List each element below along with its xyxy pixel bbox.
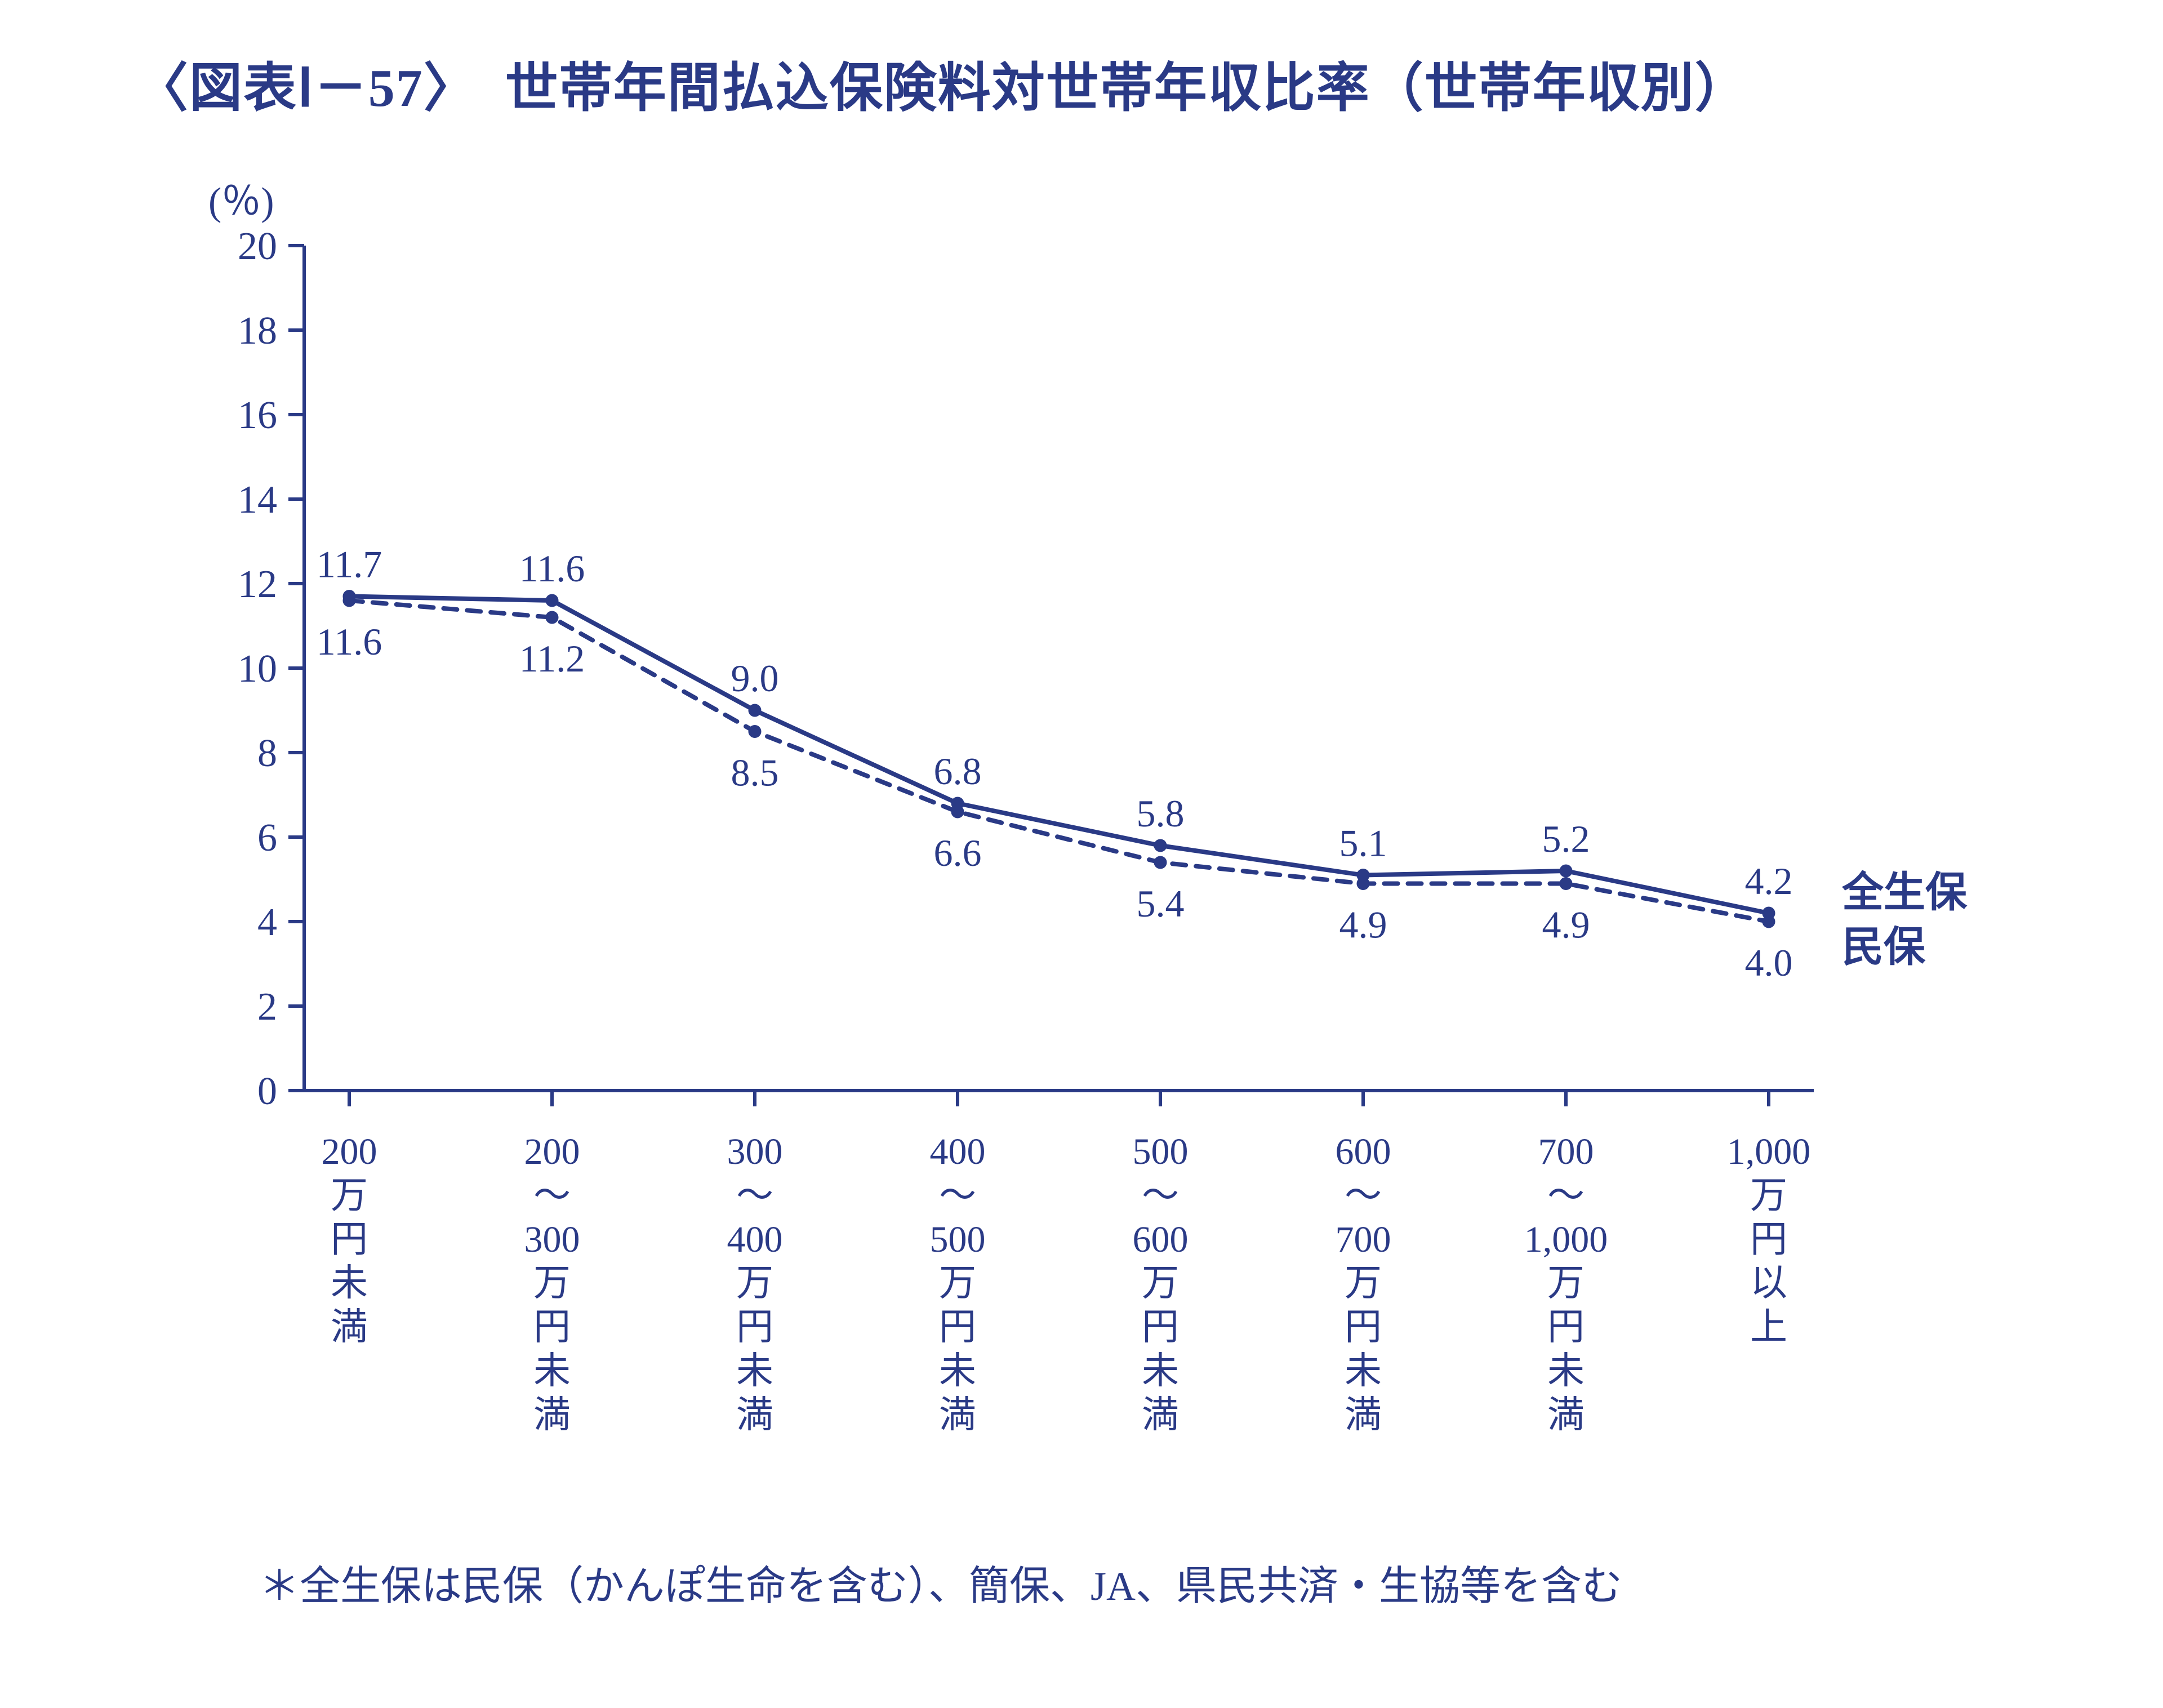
series-marker — [546, 611, 558, 624]
series-marker — [1560, 878, 1572, 890]
y-tick-label: 2 — [257, 985, 277, 1029]
series-name-label: 民保 — [1842, 924, 1926, 971]
y-tick-label: 12 — [238, 563, 277, 606]
line-chart: (％) 0 2 4 6 8 10 12 14 16 18 20 200万円未満 200〜300万円未満 30… — [135, 155, 2050, 1530]
x-category-label: 1,000万円以上 — [1727, 1131, 1811, 1348]
data-label: 9.0 — [731, 657, 779, 700]
chart-footnote: ＊全生保は民保（かんぽ生命を含む）、簡保、JA、県民共済・生協等を含む — [259, 1553, 2073, 1612]
series-marker — [1560, 865, 1572, 877]
series-marker — [749, 704, 761, 717]
y-tick-label: 14 — [238, 478, 277, 522]
chart-title: 〈図表Ⅰ－57〉 世帯年間払込保険料対世帯年収比率（世帯年収別） — [135, 45, 2073, 122]
x-category-label: 300〜400万円未満 — [727, 1131, 783, 1435]
data-label: 6.8 — [934, 750, 982, 793]
series-marker — [343, 594, 355, 607]
series-marker — [1763, 915, 1775, 928]
x-category-label: 400〜500万円未満 — [930, 1131, 986, 1435]
x-category-label: 200〜300万円未満 — [524, 1131, 580, 1435]
data-label: 5.2 — [1542, 817, 1590, 860]
data-label: 6.6 — [934, 831, 982, 874]
data-label: 5.1 — [1339, 822, 1387, 865]
data-label: 11.6 — [519, 547, 585, 590]
chart-container: (％) 0 2 4 6 8 10 12 14 16 18 20 200万円未満 200〜300万円未満 30… — [135, 155, 2050, 1530]
data-label: 4.9 — [1339, 904, 1387, 946]
series-name-label: 全生保 — [1841, 870, 1968, 916]
data-label: 11.6 — [317, 620, 382, 663]
y-unit-label: (％) — [208, 180, 274, 224]
x-category-label: 500〜600万円未満 — [1133, 1131, 1189, 1435]
data-label: 11.7 — [317, 543, 382, 586]
data-label: 5.4 — [1137, 882, 1185, 925]
y-tick-label: 16 — [238, 394, 277, 437]
series-marker — [1154, 856, 1167, 869]
y-tick-label: 20 — [238, 225, 277, 268]
y-tick-label: 10 — [238, 647, 277, 691]
data-label: 8.5 — [731, 751, 779, 794]
y-tick-label: 8 — [257, 732, 277, 775]
data-label: 11.2 — [519, 637, 585, 680]
y-tick-label: 0 — [257, 1070, 277, 1113]
x-category-label: 700〜1,000万円未満 — [1524, 1131, 1608, 1435]
series-marker — [546, 594, 558, 607]
series-marker — [951, 806, 964, 818]
data-label: 5.8 — [1137, 792, 1185, 835]
y-tick-label: 18 — [238, 309, 277, 353]
series-marker — [1154, 839, 1167, 852]
series-marker — [749, 726, 761, 738]
y-tick-label: 6 — [257, 816, 277, 860]
x-category-label: 600〜700万円未満 — [1336, 1131, 1391, 1435]
y-tick-label: 4 — [257, 901, 277, 944]
page-root: 〈図表Ⅰ－57〉 世帯年間払込保険料対世帯年収比率（世帯年収別） (％) 0 2 4 6… — [0, 0, 2163, 1708]
series-marker — [1357, 878, 1369, 890]
x-category-label: 200万円未満 — [322, 1131, 377, 1348]
data-label: 4.2 — [1745, 860, 1793, 902]
data-label: 4.9 — [1542, 904, 1590, 946]
data-label: 4.0 — [1745, 941, 1793, 984]
